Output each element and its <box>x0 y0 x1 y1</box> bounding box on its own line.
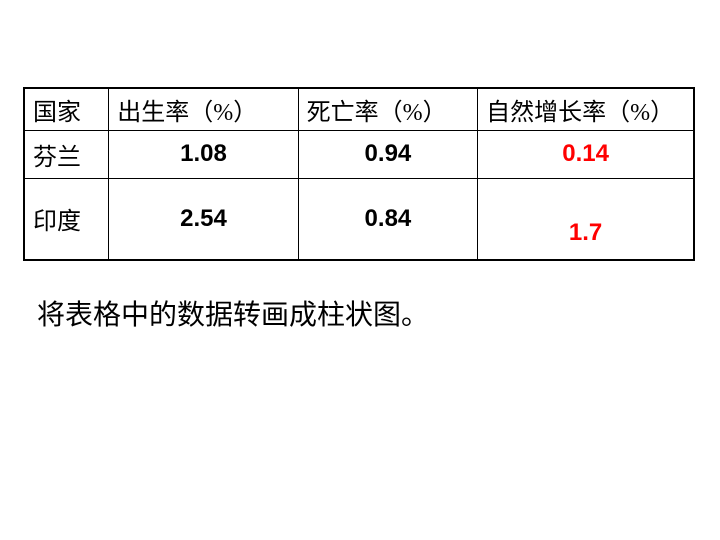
cell-death-finland: 0.94 <box>298 130 477 178</box>
header-birth-rate: 出生率（%） <box>109 88 298 130</box>
table-header-row: 国家 出生率（%） 死亡率（%） 自然增长率（%） <box>24 88 694 130</box>
data-table-container: 国家 出生率（%） 死亡率（%） 自然增长率（%） 芬兰 1.08 0.94 0… <box>23 87 695 261</box>
cell-death-india: 0.84 <box>298 178 477 260</box>
table-row: 印度 2.54 0.84 1.7 <box>24 178 694 260</box>
cell-growth-finland: 0.14 <box>478 130 694 178</box>
header-country: 国家 <box>24 88 109 130</box>
cell-country-finland: 芬兰 <box>24 130 109 178</box>
header-death-rate: 死亡率（%） <box>298 88 477 130</box>
demographics-table: 国家 出生率（%） 死亡率（%） 自然增长率（%） 芬兰 1.08 0.94 0… <box>23 87 695 261</box>
cell-birth-finland: 1.08 <box>109 130 298 178</box>
table-row: 芬兰 1.08 0.94 0.14 <box>24 130 694 178</box>
cell-country-india: 印度 <box>24 178 109 260</box>
cell-growth-india: 1.7 <box>478 178 694 260</box>
instruction-text: 将表格中的数据转画成柱状图。 <box>37 293 429 333</box>
header-growth-rate: 自然增长率（%） <box>478 88 694 130</box>
cell-birth-india: 2.54 <box>109 178 298 260</box>
